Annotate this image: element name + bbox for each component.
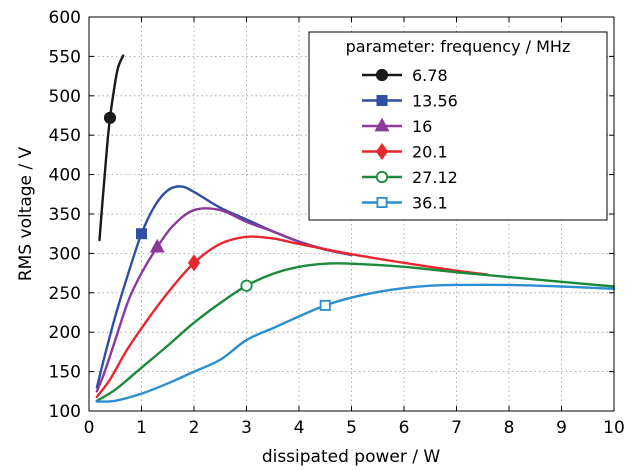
- x-tick-label: 2: [189, 418, 200, 438]
- legend-entry: 27.12: [362, 168, 458, 187]
- legend-swatch-marker: [374, 117, 390, 132]
- x-tick-label: 0: [84, 418, 95, 438]
- series-marker: [135, 228, 147, 240]
- legend-entry: 36.1: [362, 194, 448, 213]
- legend-swatch-marker: [376, 95, 388, 107]
- x-tick-label: 10: [603, 418, 625, 438]
- legend-entry: 20.1: [362, 143, 448, 162]
- x-tick-label: 3: [241, 418, 252, 438]
- y-tick-label: 300: [49, 244, 81, 264]
- legend-label: 16: [412, 117, 432, 136]
- y-tick-label: 600: [49, 8, 81, 28]
- y-tick-label: 150: [49, 363, 81, 383]
- y-tick-label: 200: [49, 323, 81, 343]
- series-6.78: [98, 54, 125, 242]
- legend-box: [308, 31, 608, 221]
- series-marker: [240, 279, 253, 292]
- y-tick-label: 250: [49, 284, 81, 304]
- series-line: [95, 283, 616, 403]
- x-tick-label: 4: [294, 418, 305, 438]
- series-marker: [187, 254, 201, 272]
- x-tick-label: 6: [399, 418, 410, 438]
- y-axis-label: RMS voltage / V: [16, 146, 36, 281]
- y-tick-label: 400: [49, 166, 81, 186]
- x-tick-label: 7: [451, 418, 462, 438]
- y-tick-label: 500: [49, 87, 81, 107]
- x-tick-label: 8: [504, 418, 515, 438]
- series-line: [98, 54, 125, 242]
- series-marker: [103, 111, 117, 124]
- legend-label: 20.1: [412, 143, 448, 162]
- series-20.1: [95, 235, 490, 399]
- series-27.12: [95, 262, 616, 402]
- x-axis-label: dissipated power / W: [262, 447, 441, 467]
- series-line: [95, 262, 616, 402]
- ticks: 0 1 2 3 4 5 6 7 8 9 10 100 150 200 250 300 350 400 450 500 5…: [49, 8, 625, 438]
- y-tick-label: 100: [49, 402, 81, 422]
- y-tick-label: 550: [49, 47, 81, 67]
- legend-entry: 16: [362, 117, 432, 136]
- series-line: [95, 235, 490, 399]
- legend-swatch-marker: [375, 170, 389, 184]
- legend-entry: 6.78: [362, 66, 448, 85]
- series-layer: [95, 54, 616, 403]
- x-tick-label: 1: [136, 418, 147, 438]
- legend: parameter: frequency / MHz 6.78 13.56 16 20…: [308, 31, 608, 221]
- series-line: [95, 207, 353, 393]
- legend-title: parameter: frequency / MHz: [346, 37, 571, 56]
- legend-label: 27.12: [412, 168, 458, 187]
- series-marker: [149, 238, 165, 253]
- legend-entry: 13.56: [362, 92, 458, 111]
- y-tick-label: 450: [49, 126, 81, 146]
- legend-label: 13.56: [412, 92, 458, 111]
- series-16: [95, 207, 353, 393]
- legend-label: 36.1: [412, 194, 448, 213]
- legend-label: 6.78: [412, 66, 448, 85]
- legend-swatch-marker: [375, 142, 389, 161]
- series-marker: [319, 299, 331, 311]
- legend-swatch-marker: [375, 68, 389, 82]
- x-tick-label: 5: [346, 418, 357, 438]
- x-tick-label: 9: [556, 418, 567, 438]
- legend-swatch-marker: [376, 196, 388, 208]
- y-tick-label: 350: [49, 205, 81, 225]
- series-36.1: [95, 283, 616, 403]
